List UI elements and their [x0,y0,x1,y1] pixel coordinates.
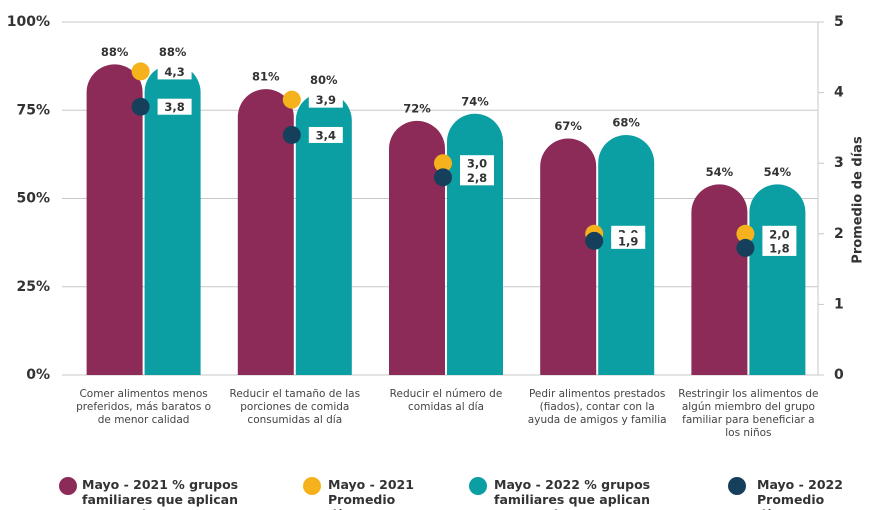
bar-value-label: 54% [706,165,734,179]
y2-tick-label: 2 [834,226,844,242]
bar [144,64,201,376]
y-tick-label: 100% [7,14,50,30]
dot-label-box [460,155,494,172]
y2-tick-label: 4 [834,85,844,101]
dot [434,154,452,173]
dot-value-label: 3,0 [467,157,487,171]
bar [540,138,597,375]
legend-label: Mayo - 2022 % grupos familiares que apli… [494,477,651,510]
dot-value-label: 4,3 [164,65,184,79]
legend-label: Mayo - 2022 Promedio días [757,477,843,510]
bar-value-label: 81% [252,70,280,84]
dot-value-label: 3,8 [164,100,184,114]
dot-label-box [611,232,646,249]
bar [598,134,655,375]
bar [86,64,143,376]
bar-value-label: 80% [310,73,338,87]
dot-label-box [157,98,192,115]
legend-label: Mayo - 2021 % grupos familiares que apli… [82,477,239,510]
bar [691,184,748,375]
y2-tick-label: 1 [834,296,844,312]
x-tick-label: Pedir alimentos prestados (fiados), cont… [527,388,667,426]
bar-value-label: 88% [101,45,129,59]
bar-value-label: 72% [403,101,431,115]
legend-swatch [59,477,77,495]
bar-value-label: 74% [461,94,489,108]
dot-label-box [460,169,494,186]
legend-swatch [728,477,746,495]
dot [131,62,150,81]
bar-value-label: 67% [554,119,582,133]
y-tick-label: 0% [26,367,50,383]
bar-value-label: 88% [159,45,187,59]
dot-label-box [762,239,797,256]
dot-value-label: 3,4 [316,128,336,142]
y2-axis-title: Promedio de días [851,136,866,264]
x-tick-label: Reducir el número de comidas al día [389,388,503,413]
dot-value-label: 1,9 [618,234,638,248]
legend-swatch [303,477,321,495]
bar [749,184,806,375]
dot [282,125,301,144]
dot-value-label: 2,0 [769,227,789,241]
dot-label-box [308,91,343,108]
dot-label-box [157,63,192,80]
dot-value-label: 2,8 [467,171,487,185]
dot [585,231,604,250]
bar [237,89,294,375]
legend-label: Mayo - 2021 Promedio días [328,477,414,510]
y-tick-label: 75% [16,102,50,118]
x-tick-label: Comer alimentos menos preferidos, más ba… [76,388,212,426]
dot [736,224,755,243]
dot-label-box [762,225,797,242]
legend-swatch [469,477,487,495]
y2-tick-label: 5 [834,14,844,30]
bar-value-label: 68% [612,115,640,129]
y2-tick-label: 3 [834,155,844,171]
y2-tick-label: 0 [834,367,844,383]
dot [434,168,452,187]
dot-value-label: 1,8 [769,241,789,255]
x-tick-label: Reducir el tamaño de las porciones de co… [229,388,361,426]
dot-value-label: 3,9 [316,93,336,107]
dot [282,90,301,109]
bar [389,120,445,376]
x-tick-label: Restringir los alimentos de algún miembr… [678,388,819,439]
dot-label-box [308,126,343,143]
y-tick-label: 25% [16,279,50,295]
dot [736,238,755,257]
y-tick-label: 50% [16,191,50,207]
dot [131,97,150,116]
bar [295,92,352,375]
bar-value-label: 54% [764,165,792,179]
bar [447,113,503,375]
